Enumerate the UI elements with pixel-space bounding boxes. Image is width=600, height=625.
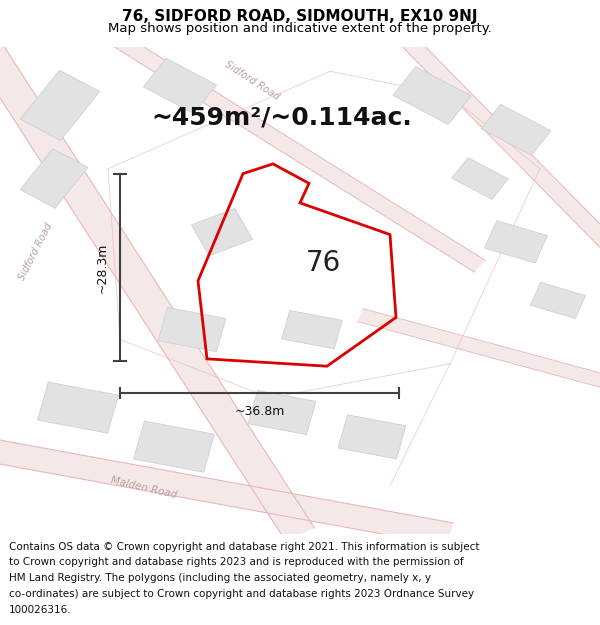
Bar (38, 382, 118, 433)
Text: co-ordinates) are subject to Crown copyright and database rights 2023 Ordnance S: co-ordinates) are subject to Crown copyr… (9, 589, 474, 599)
Bar (338, 415, 406, 459)
Bar (191, 208, 253, 256)
Text: ~28.3m: ~28.3m (95, 242, 109, 292)
Text: 76: 76 (306, 249, 341, 278)
Text: Contains OS data © Crown copyright and database right 2021. This information is : Contains OS data © Crown copyright and d… (9, 542, 479, 552)
Text: Malden Road: Malden Road (110, 476, 178, 501)
Bar (248, 391, 316, 434)
Bar (20, 70, 100, 141)
Text: 100026316.: 100026316. (9, 605, 71, 615)
Bar (20, 149, 88, 208)
Bar (143, 58, 217, 114)
Bar (158, 308, 226, 352)
Bar (452, 158, 508, 199)
Bar (484, 221, 548, 263)
Bar (281, 311, 343, 349)
Bar (481, 104, 551, 155)
Polygon shape (0, 16, 314, 541)
Text: HM Land Registry. The polygons (including the associated geometry, namely x, y: HM Land Registry. The polygons (includin… (9, 573, 431, 583)
Text: Sidford Road: Sidford Road (223, 59, 281, 102)
Polygon shape (0, 435, 453, 546)
Text: Sidford Road: Sidford Road (17, 221, 55, 282)
Polygon shape (358, 309, 600, 394)
Text: to Crown copyright and database rights 2023 and is reproduced with the permissio: to Crown copyright and database rights 2… (9, 558, 464, 568)
Bar (393, 67, 471, 124)
Text: 76, SIDFORD ROAD, SIDMOUTH, EX10 9NJ: 76, SIDFORD ROAD, SIDMOUTH, EX10 9NJ (122, 9, 478, 24)
Text: ~36.8m: ~36.8m (235, 405, 284, 418)
Text: ~459m²/~0.114ac.: ~459m²/~0.114ac. (152, 106, 412, 129)
Polygon shape (383, 18, 600, 271)
Bar (530, 282, 586, 319)
Text: Map shows position and indicative extent of the property.: Map shows position and indicative extent… (108, 22, 492, 35)
Polygon shape (85, 17, 485, 272)
Bar (134, 421, 214, 472)
